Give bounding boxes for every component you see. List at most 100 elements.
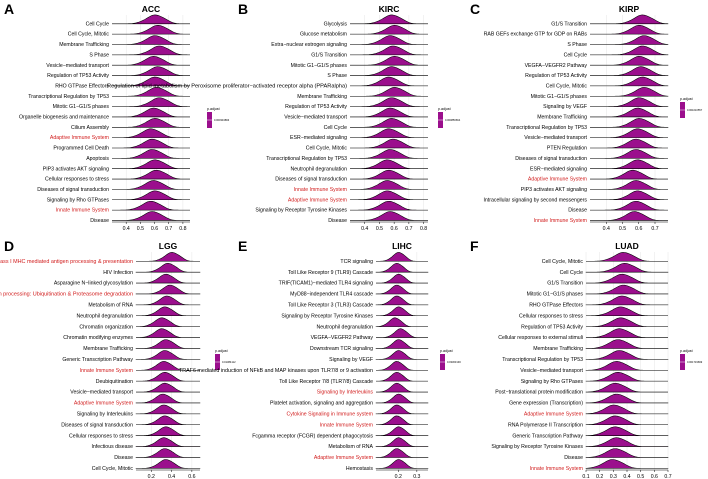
x-tick-label: 0.5 (376, 226, 383, 232)
category-label: Cilium Assembly (71, 125, 109, 131)
legend-value: 0.001719699 (687, 360, 703, 364)
ridge-density (586, 306, 668, 317)
ridge-density (585, 372, 668, 382)
ridge-density (135, 437, 201, 447)
ridge-density (375, 459, 429, 469)
category-label: Signaling by VEGF (543, 104, 587, 110)
category-label: Vesicle−mediated transport (46, 63, 109, 69)
ridge-density (586, 317, 668, 327)
ridge-density (136, 361, 200, 371)
x-tick-label: 0.4 (123, 226, 130, 232)
category-label: ESR−mediated signaling (290, 135, 347, 141)
category-label: S Phase (89, 52, 109, 58)
ridge-density (112, 56, 190, 66)
category-label: TRIF(TICAM1)−mediated TLR4 signaling (279, 281, 373, 287)
ridge-density (375, 426, 429, 436)
category-label: Generic Transcription Pathway (512, 433, 583, 439)
x-tick-label: 0.1 (582, 474, 589, 479)
category-label: Toll Like Receptor 3 (TLR3) Cascade (288, 302, 373, 308)
ridge-density (590, 190, 669, 201)
category-label: Cell Cycle (324, 125, 347, 131)
ridge-density (375, 372, 428, 382)
ridge-density (585, 328, 668, 338)
category-label: Transcriptional Regulation by TP53 (266, 156, 347, 162)
category-label: Cellular responses to external stimuli (498, 335, 583, 341)
legend: p.adjust 0.03303193 (440, 349, 461, 370)
category-label: Downstream TCR signaling (310, 346, 373, 352)
ridge-density (590, 169, 668, 180)
x-tick-label: 0.2 (596, 474, 603, 479)
ridge-density (590, 76, 669, 87)
category-label: Platelet activation, signaling and aggre… (270, 401, 373, 407)
panel-f: F LUAD Cell Cycle, Mitotic Cell Cycle G1/S T… (470, 238, 703, 479)
ridge-density (590, 138, 668, 149)
category-label: Vesicle−mediated transport (520, 368, 583, 374)
ridge-density (586, 273, 668, 284)
legend-value: 0.03303193 (447, 360, 461, 364)
legend-title: p.adjust (207, 107, 220, 111)
category-label: Metabolism of RNA (88, 302, 133, 308)
ridge-density (135, 393, 201, 404)
ridge-density (585, 448, 669, 458)
x-tick-label: 0.8 (420, 226, 427, 232)
legend-title: p.adjust (215, 349, 228, 353)
category-label: Membrane Trafficking (297, 94, 347, 100)
panel-letter: C (470, 1, 480, 17)
ridge-density (350, 180, 428, 190)
category-label: Innate Immune System (320, 422, 373, 428)
category-label: Vesicle−mediated transport (284, 115, 347, 121)
panel-title: LIHC (392, 241, 412, 251)
category-label: Generic Transcription Pathway (62, 357, 133, 363)
category-label: Hemostasis (346, 466, 374, 472)
category-label: Regulation of TP53 Activity (47, 73, 109, 79)
category-label: Transcriptional Regulation by TP53 (506, 125, 587, 131)
legend-value: 0.001010557 (687, 108, 703, 112)
category-label: VEGFA−VEGFR2 Pathway (525, 63, 588, 69)
ridge-density (112, 35, 190, 45)
ridge-density (590, 159, 669, 169)
category-label: PIP3 activates AKT signaling (521, 187, 587, 193)
ridge-density (585, 339, 669, 349)
legend-title: p.adjust (680, 349, 693, 353)
x-tick-label: 0.3 (610, 474, 617, 479)
ridge-density (350, 128, 428, 138)
panel-letter: F (470, 238, 479, 254)
ridge-density (375, 404, 429, 415)
category-label: Toll Like Receptor 7/8 (TLR7/8) Cascade (279, 379, 373, 385)
ridge-density (350, 35, 428, 45)
category-label: Adaptive Immune System (528, 177, 587, 183)
ridge-density (590, 107, 669, 118)
category-label: Extra−nuclear estrogen signaling (271, 42, 347, 48)
category-label: Innate Immune System (534, 218, 587, 224)
ridge-density (112, 128, 190, 138)
panel-b: B KIRC Glycolysis Glucose metabolism Extra−n… (107, 1, 461, 232)
ridge-density (136, 306, 200, 317)
panel-e: E LIHC TCR signaling Toll Like Receptor 9 (… (179, 238, 461, 479)
ridge-density (585, 426, 669, 436)
category-label: Regulation of TP53 Activity (521, 324, 583, 330)
category-label: TCR signaling (340, 259, 373, 265)
ridge-density (350, 159, 428, 169)
ridge-density (350, 76, 428, 87)
ridge-density (376, 328, 428, 338)
panel-title: KIRC (379, 4, 400, 14)
legend-title: p.adjust (438, 107, 451, 111)
ridge-density (136, 372, 200, 382)
ridge-density (350, 24, 428, 35)
category-label: Transcriptional Regulation by TP53 (502, 357, 583, 363)
ridge-density (136, 252, 200, 262)
category-label: Vesicle−mediated transport (70, 390, 133, 396)
panel-title: KIRP (619, 4, 640, 14)
panel-c: C KIRP G1/S Transition RAB GEFs exchange GT… (470, 1, 703, 232)
category-label: Disease (564, 455, 583, 461)
ridge-density (350, 118, 428, 128)
category-label: Vesicle−mediated transport (524, 135, 587, 141)
x-tick-label: 0.7 (405, 226, 412, 232)
category-label: Adaptive Immune System (314, 455, 373, 461)
ridge-density (135, 350, 201, 360)
category-label: Glycolysis (324, 21, 348, 27)
category-label: Chromatin modifying enzymes (63, 335, 133, 341)
ridge-density (375, 448, 429, 458)
ridge-density (375, 415, 428, 426)
category-label: Diseases of signal transduction (61, 422, 133, 428)
